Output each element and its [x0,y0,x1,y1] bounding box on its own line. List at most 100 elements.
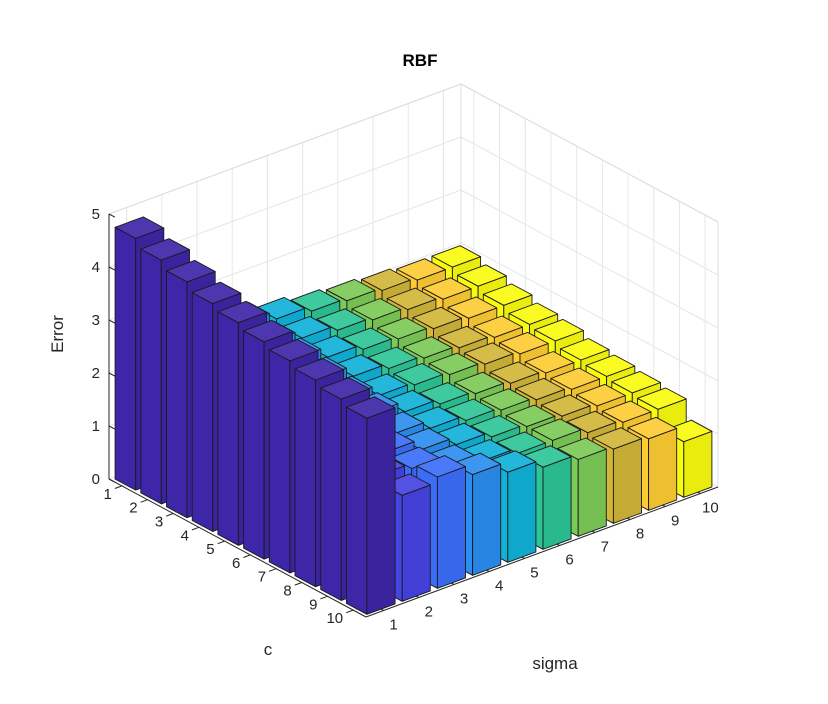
z-tick-label: 1 [92,418,100,435]
c-tick-label: 2 [129,500,137,517]
c-tick [294,582,302,586]
box-edge [108,83,462,215]
bar-face-top [447,296,498,319]
bar-face-top [627,416,678,440]
bar-face-top [393,363,444,386]
bar-face-top [166,259,216,283]
bar-face-top [557,437,607,460]
sigma-tick-label: 5 [530,565,538,582]
c-tick [217,540,225,545]
bar-face-top [416,455,466,478]
c-tick-label: 6 [232,555,240,572]
bar-face-top [268,339,319,362]
c-tick-label: 8 [283,583,291,600]
z-tick [108,425,116,430]
c-tick-label: 5 [206,541,214,558]
c-tick-label: 9 [309,596,317,613]
bar-face-right [683,430,713,498]
bar-face-left [294,368,317,588]
c-tick [140,499,148,503]
bar-face-right [577,448,607,537]
c-axis-label: c [264,640,273,659]
bar-face-top [482,283,533,306]
z-axis-label: Error [48,315,67,353]
sigma-tick-label: 10 [702,500,719,517]
sigma-tick-label: 8 [636,526,644,543]
bar-face-top [444,398,495,421]
bar-face-left [243,330,265,560]
wall-grid-line [460,136,719,276]
bar-face-right [612,438,642,524]
bar-face-top [431,245,482,268]
c-tick-label: 10 [326,610,343,627]
bar-face-top [463,342,514,365]
bar-face-top [316,308,366,331]
bar-face-right [366,407,396,615]
bar-face-top [402,336,453,359]
sigma-tick-label: 1 [389,617,397,634]
wall-grid-line [460,189,719,329]
z-tick-label: 5 [92,206,100,223]
c-tick [268,568,277,572]
bar-face-right [507,461,537,563]
z-tick-label: 0 [92,471,100,488]
bar-face-left [320,387,342,601]
bar-face-left [345,406,368,615]
bar-face-top [534,318,584,342]
sigma-tick-label: 6 [565,552,573,569]
c-tick [114,485,123,489]
z-tick-label: 4 [92,259,100,276]
bar-face-left [217,311,239,546]
c-tick-label: 4 [181,527,189,544]
bar-face-top [540,394,591,417]
bar-face-left [166,270,188,519]
bar-face-top [320,377,370,400]
bar-face-top [473,315,523,338]
bar-face-top [585,354,636,377]
bar-face-top [524,351,575,374]
bar-face-top [428,352,479,376]
wall-grid-line [460,242,719,382]
bar-face-top [550,367,601,390]
sigma-tick-label: 4 [495,578,503,595]
bar-face-top [191,281,242,305]
bar-face-top [421,277,472,300]
bar-face-top [470,415,521,438]
bar-face-top [559,338,610,361]
box-edge [460,83,719,223]
bar-face-left [140,248,162,505]
z-tick [108,372,116,377]
z-tick [108,478,116,483]
chart-title: RBF [403,51,438,70]
bar-face-top [419,382,469,405]
bar-face-top [361,268,411,291]
bar-face-top [396,258,446,281]
bar-face-top [457,264,507,287]
bar-face-top [637,387,687,410]
bar-face-top [592,427,642,450]
bars-layer [114,216,713,615]
sigma-tick-label: 3 [460,591,468,608]
bar-face-top [611,370,661,394]
bar-face-top [601,400,652,423]
sigma-tick-label: 2 [425,604,433,621]
bar-face-top [489,361,540,384]
bar-face-right [648,427,678,511]
bar-face-left [114,226,137,491]
z-tick [108,213,116,218]
c-axis-line [108,478,367,618]
bar-face-top [367,346,418,369]
bar-face-right [401,484,431,602]
bar-face-top [499,331,549,355]
bar-face-top [377,317,427,340]
bar-face-top [566,410,617,434]
bar-face-right [542,456,572,550]
bar-s1-c10 [345,396,396,615]
z-tick-label: 3 [92,312,100,329]
bar-face-top [576,383,626,407]
c-tick [191,526,200,531]
c-tick-label: 3 [155,514,163,531]
z-tick [108,266,116,271]
